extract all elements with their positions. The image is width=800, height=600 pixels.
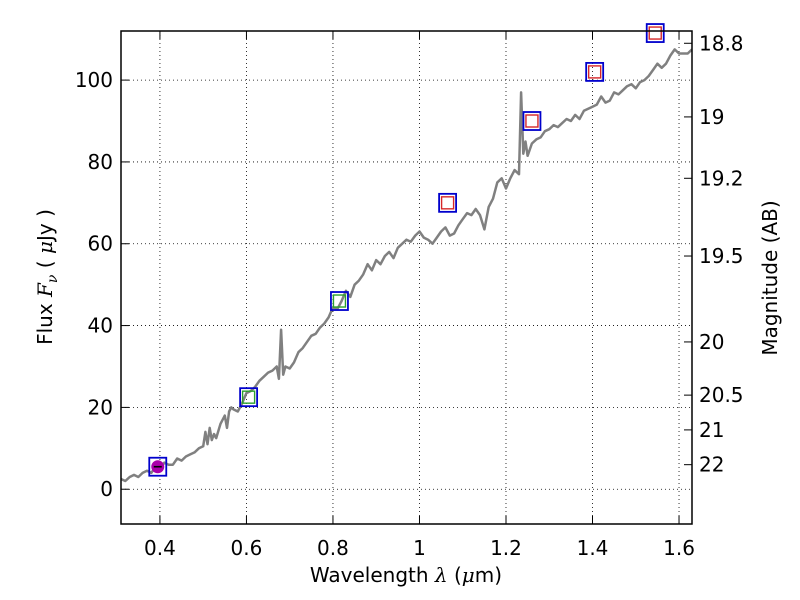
- data-layer: [121, 48, 692, 483]
- x-tick-label: 0.6: [231, 536, 263, 560]
- photometry-box-inner: [648, 26, 662, 40]
- y2-tick-label: 22: [699, 453, 724, 477]
- photometry-box-outer: [330, 291, 349, 311]
- x-tick-label: 0.4: [144, 536, 176, 560]
- y-tick-label: 0: [100, 477, 113, 501]
- y2-tick-label: 19.2: [699, 166, 744, 190]
- x-tick-label: 0.8: [317, 536, 349, 560]
- y2-tick-label: 19: [699, 105, 724, 129]
- x-tick-label: 1: [413, 536, 426, 560]
- y-tick-label: 100: [75, 68, 113, 92]
- photometry-box-outer: [585, 62, 605, 82]
- photometry-box-inner: [525, 114, 539, 128]
- photometry-box-outer: [148, 456, 168, 477]
- photometry-box-inner: [587, 65, 602, 79]
- photometry-box-outer: [239, 387, 259, 408]
- photometry-point: [330, 291, 349, 311]
- x-axis-label: Wavelength λ (μm): [310, 563, 502, 587]
- photometry-box-outer: [522, 111, 542, 131]
- x-tick-label: 1.6: [663, 536, 695, 560]
- photometry-point: [585, 62, 605, 82]
- y2-tick-label: 19.5: [699, 244, 744, 268]
- photometry-box-inner: [332, 294, 347, 308]
- grid-lines: [121, 31, 692, 524]
- x-tick-label: 1.2: [490, 536, 522, 560]
- photometry-box-outer: [438, 192, 457, 213]
- photometry-markers: [148, 23, 665, 477]
- y-tick-label: 80: [88, 150, 113, 174]
- x-tick-label: 1.4: [577, 536, 609, 560]
- y2-tick-label: 20: [699, 330, 724, 354]
- y2-tick-label: 18.8: [699, 31, 744, 55]
- photometry-point: [522, 111, 542, 131]
- y-axis-label: Flux Fν ( μJy ): [33, 209, 61, 345]
- y-tick-label: 40: [88, 314, 113, 338]
- photometry-box-outer: [645, 23, 665, 43]
- y2-axis-label: Magnitude (AB): [758, 200, 782, 355]
- photometry-box-inner: [440, 196, 455, 210]
- photometry-point: [438, 192, 457, 213]
- y2-tick-label: 20.5: [699, 383, 744, 407]
- plot-frame: [120, 30, 693, 525]
- photometry-point: [148, 456, 168, 477]
- spectrum-line: [121, 48, 692, 483]
- tick-marks: [121, 31, 692, 524]
- photometry-box-inner: [241, 390, 256, 404]
- photometry-point: [239, 387, 259, 408]
- y-tick-label: 20: [88, 395, 113, 419]
- y2-tick-label: 21: [699, 418, 724, 442]
- y-tick-label: 60: [88, 232, 113, 256]
- photometry-point: [645, 23, 665, 43]
